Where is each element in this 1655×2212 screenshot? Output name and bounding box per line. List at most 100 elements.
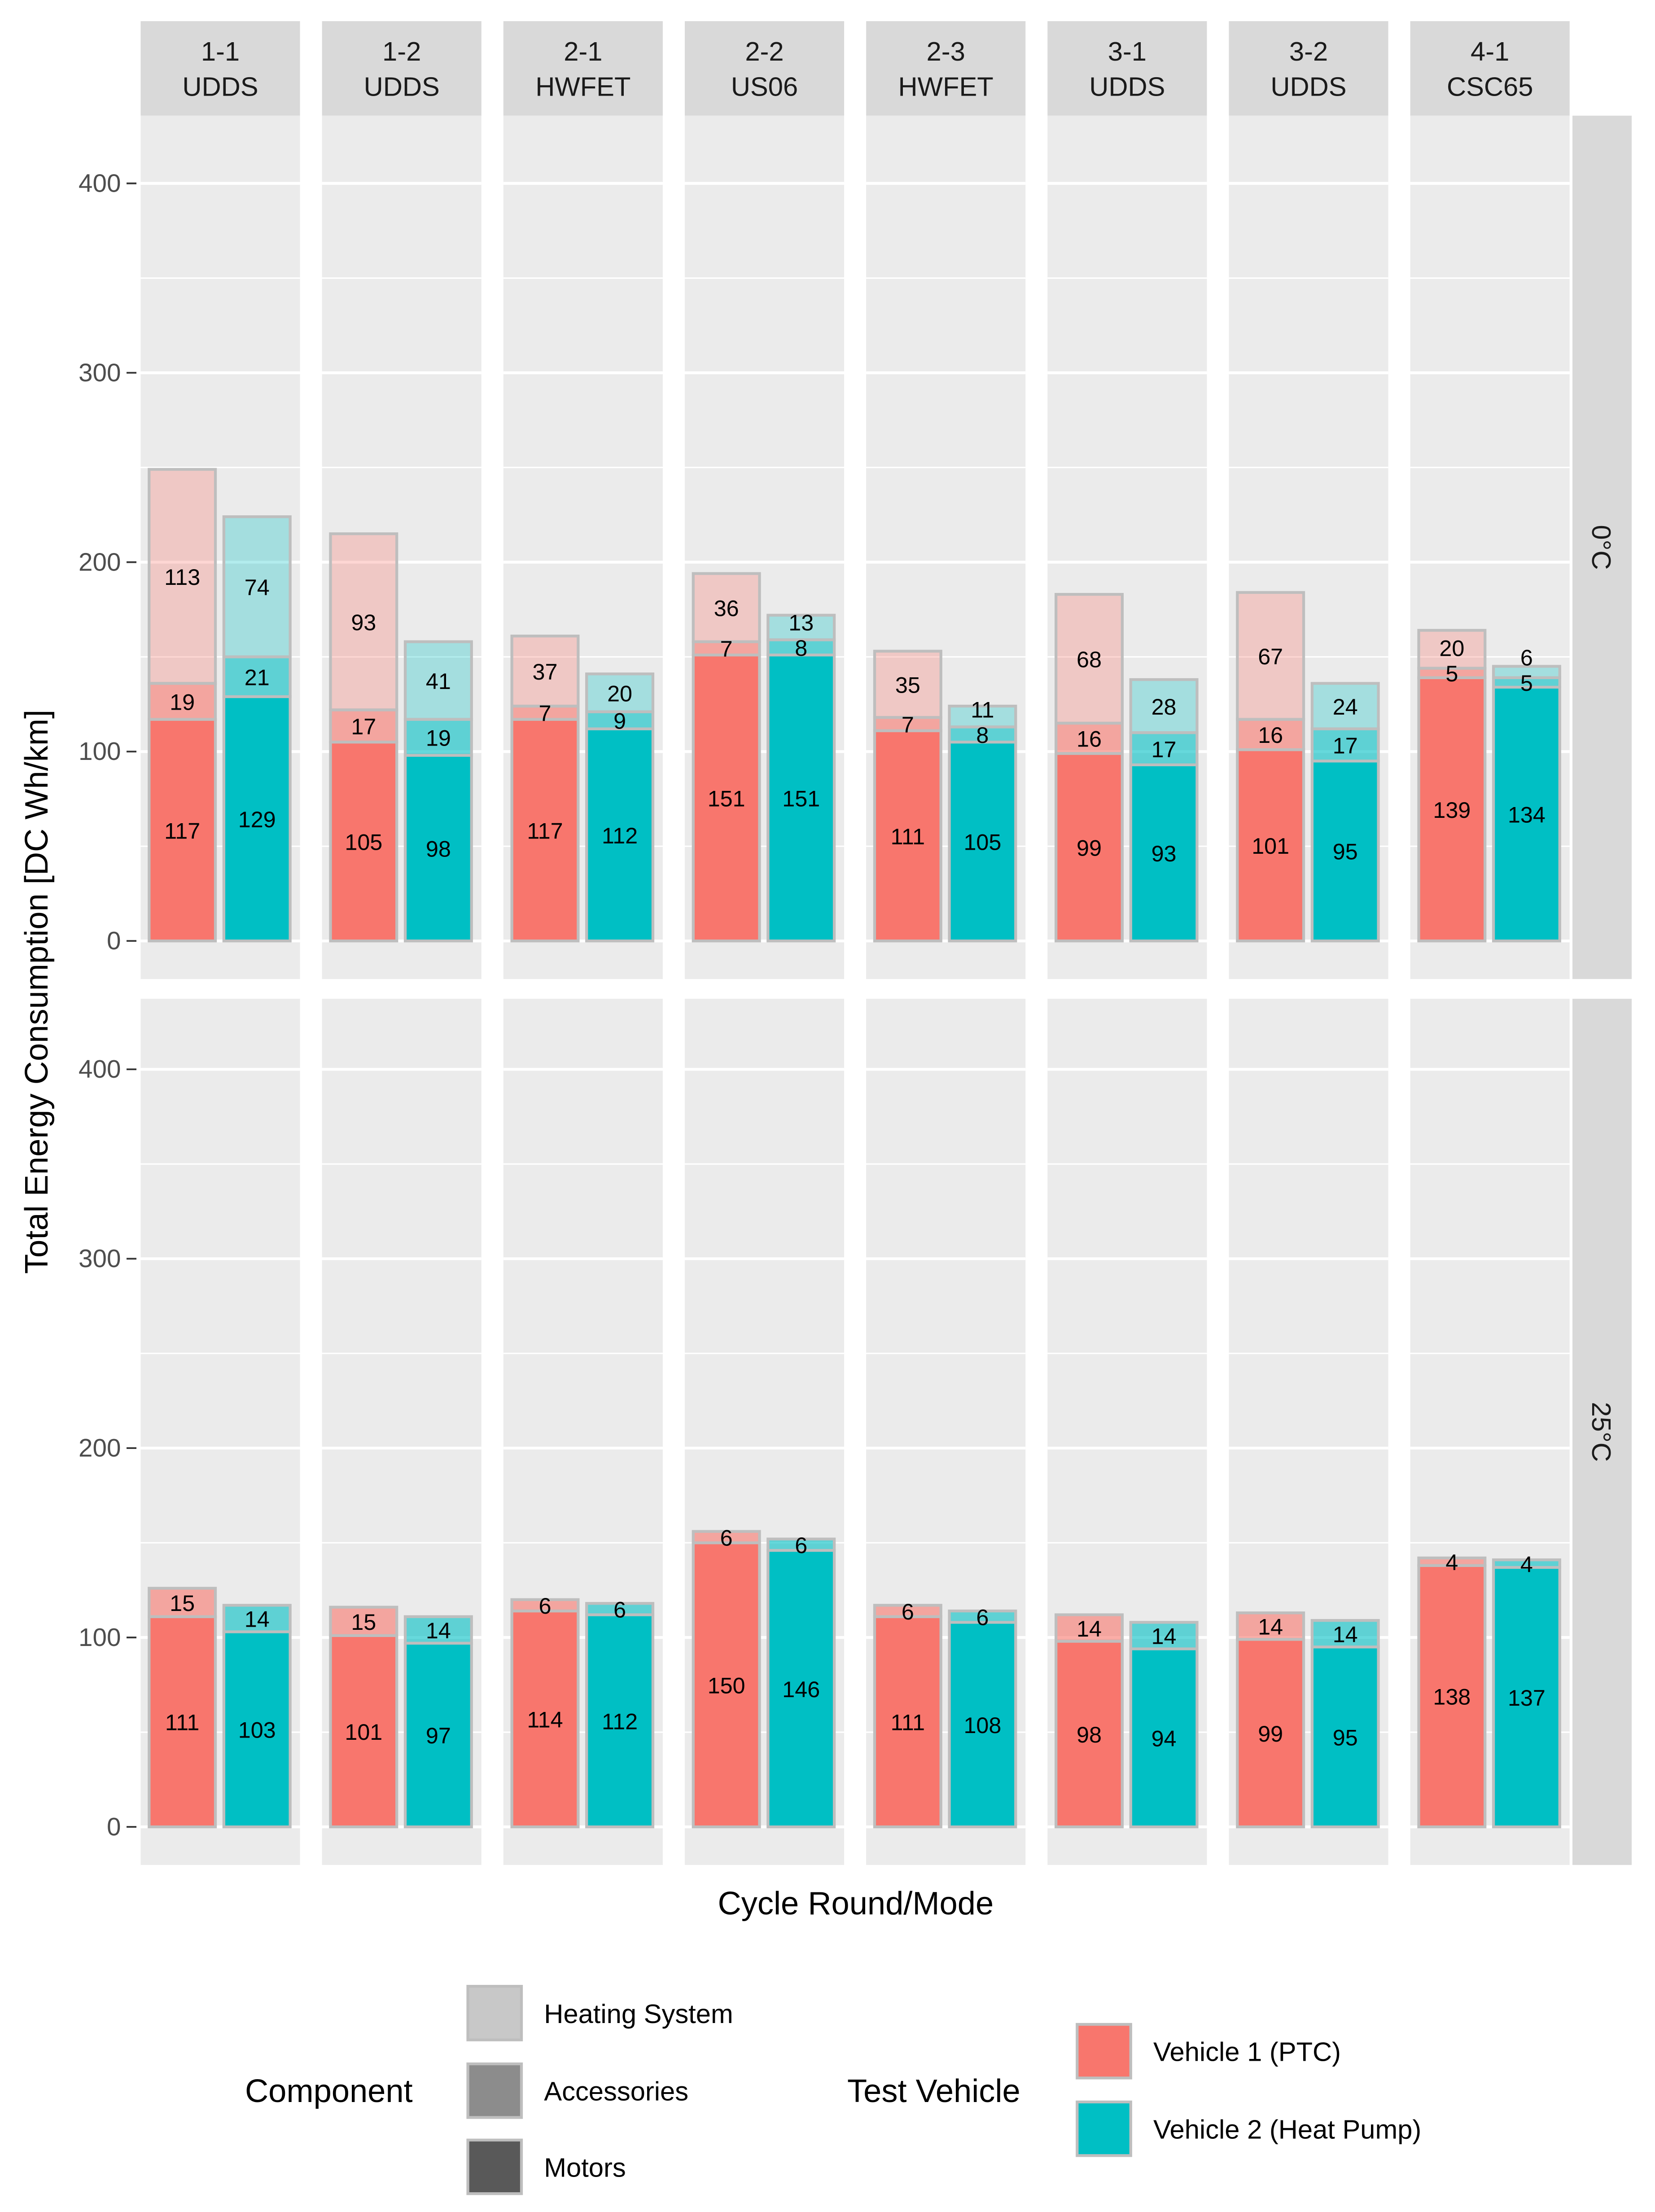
y-tick-label: 200 [79, 1434, 121, 1462]
data-label: 98 [426, 836, 451, 861]
data-label: 6 [539, 1593, 552, 1619]
bar-segment-motors-vehicle2 [948, 1621, 1017, 1829]
bar-segment-accessories-vehicle2 [403, 1615, 473, 1645]
bar-segment-motors-vehicle2 [403, 754, 473, 943]
facet-strip-3-1 [1047, 21, 1207, 116]
bar-segment-accessories-vehicle1 [1055, 1613, 1124, 1643]
facet-strip-2-3 [866, 21, 1026, 116]
facet-strip-4-1 [1410, 21, 1570, 116]
y-tick-label: 300 [79, 1244, 121, 1273]
facet-strip-2-2 [684, 21, 845, 116]
bar-segment-motors-vehicle1 [692, 654, 761, 943]
data-label: 4 [1520, 1551, 1533, 1577]
bar-segment-heating-system-vehicle2 [585, 672, 655, 713]
bar-segment-motors-vehicle2 [222, 695, 292, 943]
data-label: 108 [963, 1712, 1001, 1738]
data-label: 98 [1077, 1722, 1102, 1747]
bar-segment-motors-vehicle2 [585, 1613, 655, 1829]
data-label: 111 [891, 1710, 925, 1735]
y-tick-label: 100 [79, 737, 121, 765]
bar-segment-motors-vehicle1 [1055, 1640, 1124, 1829]
y-tick-label: 0 [107, 926, 121, 955]
data-label: 138 [1433, 1684, 1471, 1710]
data-label: 14 [1258, 1614, 1283, 1640]
data-label: 5 [1520, 670, 1533, 696]
legend-key-vehicle1 [1076, 2023, 1132, 2080]
facet-label-mode: HWFET [535, 72, 630, 102]
bar-segment-heating-system-vehicle1 [329, 532, 398, 711]
bar-segment-heating-system-vehicle2 [948, 704, 1017, 729]
data-label: 20 [1439, 636, 1464, 661]
data-label: 74 [245, 575, 270, 600]
legend: Component Heating System Accessories Mot… [245, 1985, 1421, 2195]
data-label: 28 [1151, 694, 1177, 720]
facet-label-mode: UDDS [364, 72, 440, 102]
bar-segment-accessories-vehicle1 [692, 1530, 761, 1545]
data-label: 112 [602, 823, 638, 848]
bar-segment-accessories-vehicle2 [1310, 1619, 1380, 1649]
data-label: 99 [1077, 835, 1102, 860]
data-label: 20 [607, 680, 632, 706]
data-label: 19 [170, 689, 195, 715]
data-label: 19 [426, 725, 451, 751]
bar-segment-accessories-vehicle2 [222, 1604, 292, 1633]
bar-segment-heating-system-vehicle1 [148, 468, 217, 685]
legend-label-vehicle1: Vehicle 1 (PTC) [1153, 2037, 1341, 2067]
bar-segment-heating-system-vehicle1 [510, 634, 580, 708]
data-label: 146 [782, 1677, 820, 1702]
data-label: 8 [976, 722, 989, 748]
data-label: 7 [539, 701, 552, 726]
legend-label-heating: Heating System [544, 1999, 733, 2029]
data-label: 14 [245, 1606, 270, 1632]
y-tick-label: 300 [79, 358, 121, 386]
data-label: 16 [1258, 722, 1283, 748]
bar-segment-accessories-vehicle2 [948, 1609, 1017, 1624]
bar-segment-motors-vehicle2 [766, 1549, 836, 1829]
bar-segment-heating-system-vehicle2 [222, 515, 292, 658]
bar-segment-motors-vehicle2 [1310, 1646, 1380, 1829]
bar-segment-accessories-vehicle2 [1129, 731, 1199, 767]
data-label: 6 [795, 1532, 807, 1558]
bar-segment-motors-vehicle1 [148, 1615, 217, 1829]
data-label: 6 [613, 1597, 626, 1623]
facet-label-temperature: 0°C [1586, 525, 1616, 570]
data-label: 17 [1333, 733, 1358, 758]
data-label: 117 [164, 818, 200, 843]
facet-label-round: 2-1 [564, 36, 602, 66]
facet-label-mode: UDDS [1089, 72, 1165, 102]
bar-segment-accessories-vehicle1 [329, 1606, 398, 1637]
bar-segment-accessories-vehicle2 [1492, 1558, 1561, 1569]
bar-segment-motors-vehicle1 [692, 1541, 761, 1829]
y-tick-label: 0 [107, 1813, 121, 1841]
bar-segment-accessories-vehicle1 [1236, 1611, 1305, 1641]
legend-vehicle-title: Test Vehicle [847, 2073, 1020, 2109]
data-label: 103 [238, 1717, 276, 1743]
legend-component-title: Component [245, 2073, 413, 2109]
y-tick-label: 100 [79, 1623, 121, 1651]
bar-segment-heating-system-vehicle1 [873, 650, 942, 719]
data-label: 93 [351, 610, 376, 635]
bar-segment-accessories-vehicle1 [873, 1604, 942, 1618]
bar-segment-heating-system-vehicle2 [1492, 665, 1561, 679]
facet-label-round: 3-2 [1289, 36, 1328, 66]
bar-segment-accessories-vehicle1 [692, 640, 761, 657]
facet-label-round: 2-2 [745, 36, 784, 66]
data-label: 14 [1077, 1616, 1102, 1641]
bar-segment-accessories-vehicle2 [222, 655, 292, 698]
data-label: 7 [902, 712, 914, 737]
bar-segment-heating-system-vehicle2 [766, 614, 836, 641]
bar-segment-motors-vehicle2 [948, 741, 1017, 943]
data-label: 6 [976, 1605, 989, 1630]
facet-strip-row [1572, 999, 1632, 1865]
data-label: 17 [1151, 737, 1177, 762]
data-label: 14 [1333, 1621, 1358, 1647]
bar-segment-motors-vehicle1 [510, 718, 580, 943]
bar-segment-accessories-vehicle1 [1236, 718, 1305, 751]
bar-segment-accessories-vehicle2 [766, 1537, 836, 1552]
data-label: 36 [714, 596, 739, 621]
bar-segment-accessories-vehicle2 [1129, 1621, 1199, 1650]
data-label: 111 [165, 1710, 199, 1735]
facet-label-mode: HWFET [898, 72, 994, 102]
data-label: 101 [345, 1719, 382, 1745]
